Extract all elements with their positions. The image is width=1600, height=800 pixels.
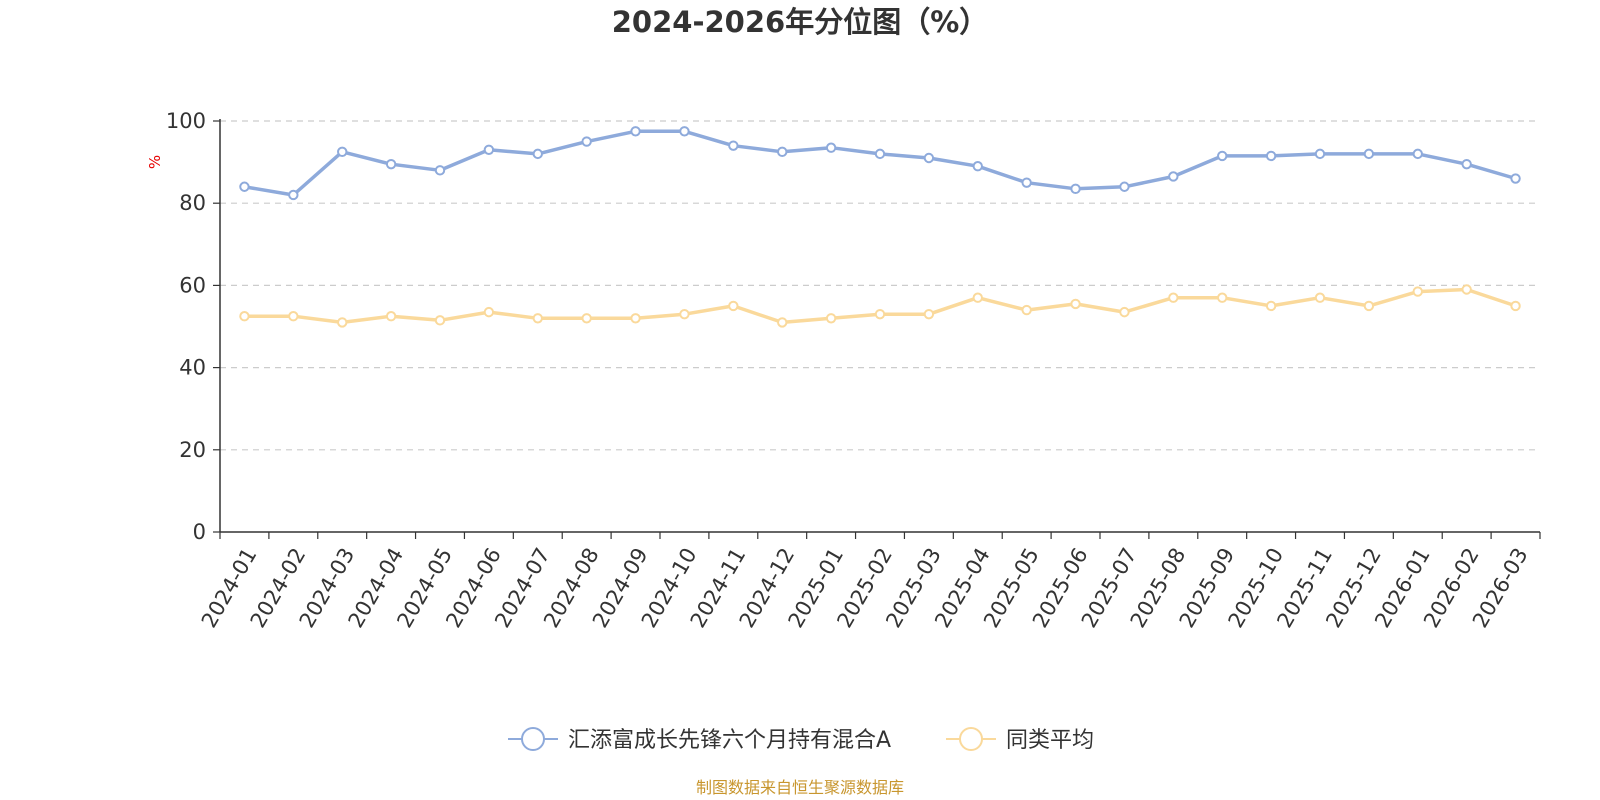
- data-point[interactable]: [1021, 177, 1032, 188]
- data-point[interactable]: [923, 308, 935, 320]
- data-point[interactable]: [1363, 300, 1375, 312]
- y-tick-label: 0: [193, 520, 206, 544]
- source-note: 制图数据来自恒生聚源数据库: [696, 778, 904, 797]
- y-tick-label: 80: [179, 191, 206, 215]
- data-point[interactable]: [1412, 286, 1423, 297]
- data-point[interactable]: [483, 144, 495, 155]
- y-tick-label: 60: [179, 273, 206, 297]
- data-point[interactable]: [337, 146, 348, 158]
- data-point[interactable]: [825, 313, 837, 324]
- data-point[interactable]: [1412, 148, 1423, 160]
- legend-label: 同类平均: [1006, 728, 1094, 753]
- data-point[interactable]: [630, 313, 641, 324]
- data-point[interactable]: [581, 313, 592, 324]
- data-point[interactable]: [972, 161, 983, 172]
- data-point[interactable]: [1168, 292, 1179, 303]
- axes: [213, 119, 1541, 539]
- data-point[interactable]: [239, 181, 250, 192]
- data-point[interactable]: [679, 308, 690, 320]
- data-point[interactable]: [1119, 306, 1130, 318]
- legend-item-1[interactable]: 汇添富成长先锋六个月持有混合A: [508, 727, 891, 753]
- data-point[interactable]: [1217, 292, 1228, 303]
- data-point[interactable]: [1314, 292, 1326, 303]
- data-point[interactable]: [1021, 304, 1032, 316]
- x-tick-labels: 2024-012024-022024-032024-042024-052024-…: [197, 544, 1533, 632]
- data-point[interactable]: [385, 311, 397, 322]
- data-point[interactable]: [1265, 150, 1277, 162]
- series-1: [239, 126, 1521, 201]
- legend[interactable]: 汇添富成长先锋六个月持有混合A 同类平均: [508, 727, 1094, 753]
- data-point[interactable]: [1314, 148, 1326, 160]
- series-lines: [239, 126, 1521, 328]
- data-point[interactable]: [630, 126, 641, 137]
- data-point[interactable]: [728, 300, 739, 312]
- data-point[interactable]: [972, 292, 983, 303]
- data-point[interactable]: [581, 136, 592, 147]
- data-point[interactable]: [1168, 171, 1179, 182]
- chart-title: 2024-2026年分位图（%）: [612, 5, 989, 39]
- data-point[interactable]: [777, 146, 788, 158]
- y-tick-label: 20: [179, 438, 206, 462]
- data-point[interactable]: [1510, 173, 1521, 184]
- data-point[interactable]: [288, 189, 299, 201]
- series-2: [239, 284, 1521, 328]
- data-point[interactable]: [288, 311, 299, 322]
- data-point[interactable]: [874, 308, 886, 320]
- data-point[interactable]: [239, 311, 250, 322]
- data-point[interactable]: [825, 142, 837, 153]
- data-point[interactable]: [1510, 300, 1521, 312]
- series-line: [242, 129, 1518, 197]
- data-point[interactable]: [923, 152, 935, 164]
- y-tick-labels: 0 20 40 60 80 100: [166, 109, 206, 544]
- data-point[interactable]: [777, 317, 788, 328]
- data-point[interactable]: [434, 315, 446, 326]
- data-point[interactable]: [1265, 300, 1277, 312]
- data-point[interactable]: [1461, 284, 1472, 295]
- data-point[interactable]: [1070, 298, 1081, 310]
- data-point[interactable]: [874, 148, 886, 160]
- data-point[interactable]: [532, 313, 543, 324]
- y-axis-label: %: [146, 155, 164, 169]
- data-point[interactable]: [1119, 181, 1130, 192]
- data-point[interactable]: [1070, 183, 1081, 195]
- grid-lines: [220, 120, 1540, 451]
- y-tick-label: 40: [179, 356, 206, 380]
- data-point[interactable]: [532, 148, 543, 160]
- data-point[interactable]: [679, 126, 690, 137]
- data-point[interactable]: [385, 158, 397, 170]
- y-tick-label: 100: [166, 109, 206, 133]
- data-point[interactable]: [434, 165, 446, 176]
- data-point[interactable]: [1363, 148, 1375, 160]
- data-point[interactable]: [483, 306, 495, 318]
- legend-item-2[interactable]: 同类平均: [946, 727, 1094, 753]
- legend-marker: [521, 727, 545, 751]
- data-point[interactable]: [1461, 158, 1472, 170]
- legend-label: 汇添富成长先锋六个月持有混合A: [568, 728, 891, 753]
- data-point[interactable]: [728, 140, 739, 151]
- data-point[interactable]: [1217, 150, 1228, 162]
- legend-marker: [959, 727, 983, 751]
- data-point[interactable]: [337, 317, 348, 328]
